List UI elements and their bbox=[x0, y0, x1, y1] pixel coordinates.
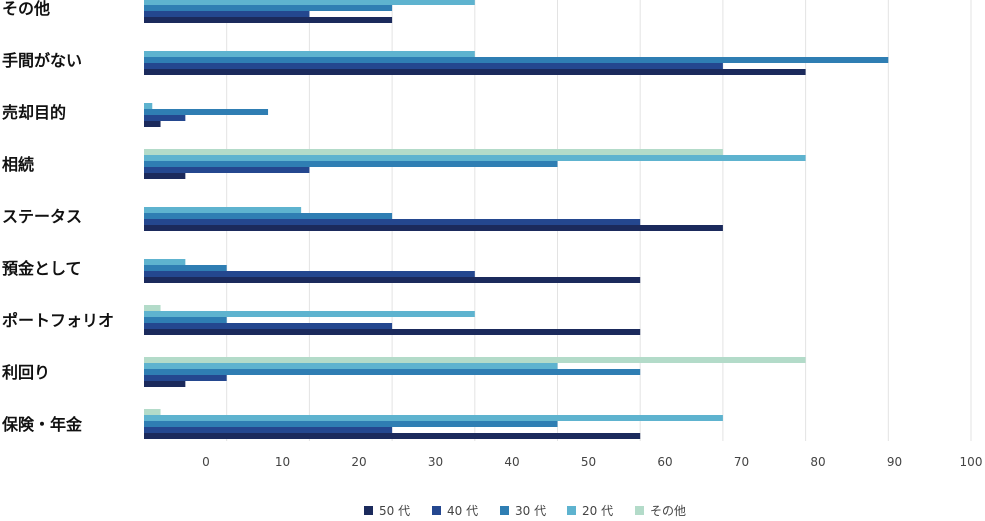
legend-swatch bbox=[432, 506, 441, 515]
category-label: 保険・年金 bbox=[1, 415, 83, 434]
bar bbox=[144, 173, 186, 179]
bar bbox=[144, 121, 161, 127]
bar bbox=[144, 5, 393, 11]
bar bbox=[144, 161, 558, 167]
bar bbox=[144, 323, 393, 329]
category-label: その他 bbox=[2, 0, 50, 18]
bar bbox=[144, 167, 310, 173]
bar bbox=[144, 375, 227, 381]
x-tick-label: 70 bbox=[734, 455, 749, 469]
category-label: 相続 bbox=[2, 155, 34, 174]
bar bbox=[144, 51, 475, 57]
bar bbox=[144, 381, 186, 387]
legend-label: その他 bbox=[650, 504, 686, 518]
category-label: 預金として bbox=[2, 259, 82, 278]
bar bbox=[144, 427, 393, 433]
bar bbox=[144, 0, 475, 5]
bar bbox=[144, 311, 475, 317]
bar bbox=[144, 149, 723, 155]
bar bbox=[144, 155, 806, 161]
x-tick-labels: 0 10 20 30 40 50 60 70 80 90 100 bbox=[202, 455, 982, 469]
legend-swatch bbox=[500, 506, 509, 515]
bar bbox=[144, 219, 641, 225]
bar bbox=[144, 317, 227, 323]
x-tick-label: 20 bbox=[351, 455, 366, 469]
bar bbox=[144, 63, 723, 69]
bar bbox=[144, 265, 227, 271]
bar bbox=[144, 329, 641, 335]
x-tick-label: 90 bbox=[887, 455, 902, 469]
x-tick-label: 30 bbox=[428, 455, 443, 469]
x-tick-label: 80 bbox=[810, 455, 825, 469]
bar bbox=[144, 57, 889, 63]
x-tick-label: 60 bbox=[657, 455, 672, 469]
bar bbox=[144, 433, 641, 439]
bar bbox=[144, 69, 806, 75]
bar bbox=[144, 109, 269, 115]
bar bbox=[144, 271, 475, 277]
bar bbox=[144, 11, 310, 17]
bar bbox=[144, 17, 393, 23]
bar bbox=[144, 115, 186, 121]
legend-swatch bbox=[567, 506, 576, 515]
bar bbox=[144, 213, 393, 219]
legend-label: 50 代 bbox=[379, 504, 410, 518]
x-tick-label: 40 bbox=[504, 455, 519, 469]
bar bbox=[144, 225, 723, 231]
bar bbox=[144, 363, 558, 369]
legend-label: 30 代 bbox=[515, 504, 546, 518]
bar bbox=[144, 277, 641, 283]
legend-swatch bbox=[635, 506, 644, 515]
legend: 50 代 40 代 30 代 20 代 その他 bbox=[364, 504, 686, 518]
legend-label: 40 代 bbox=[447, 504, 478, 518]
x-tick-label: 50 bbox=[581, 455, 596, 469]
x-tick-label: 100 bbox=[960, 455, 983, 469]
bar bbox=[144, 369, 641, 375]
bar bbox=[144, 259, 186, 265]
legend-label: 20 代 bbox=[582, 504, 613, 518]
bars bbox=[144, 0, 889, 439]
bar bbox=[144, 421, 558, 427]
category-label: ステータス bbox=[2, 207, 82, 226]
bar bbox=[144, 357, 806, 363]
x-tick-label: 0 bbox=[202, 455, 210, 469]
category-label: 売却目的 bbox=[2, 103, 66, 122]
bar bbox=[144, 207, 302, 213]
bar bbox=[144, 305, 161, 311]
category-label: 手間がない bbox=[2, 51, 82, 70]
category-label: ポートフォリオ bbox=[2, 311, 114, 330]
category-label: 利回り bbox=[2, 363, 50, 382]
x-tick-label: 10 bbox=[275, 455, 290, 469]
bar bbox=[144, 409, 161, 415]
legend-swatch bbox=[364, 506, 373, 515]
bar bbox=[144, 103, 153, 109]
bar bbox=[144, 415, 723, 421]
